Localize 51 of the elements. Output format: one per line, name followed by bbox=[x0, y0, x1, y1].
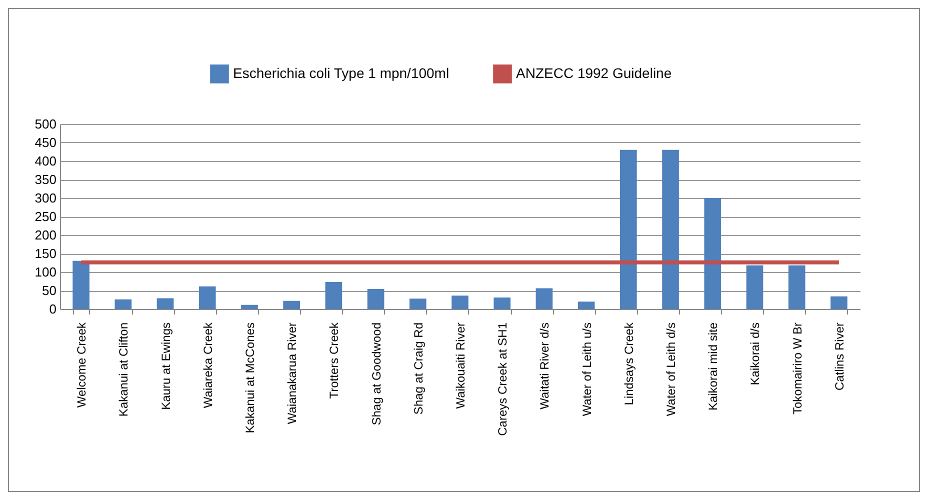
bar bbox=[494, 298, 511, 309]
y-tick-label: 400 bbox=[34, 154, 56, 168]
y-tick-label: 0 bbox=[49, 302, 56, 316]
x-tick-label: Lindsays Creek bbox=[622, 322, 636, 406]
x-tick-label: Tokomairiro W Br bbox=[790, 322, 804, 415]
x-tick-label: Kakanui at McCones bbox=[242, 322, 257, 434]
y-tick-label: 500 bbox=[34, 116, 56, 132]
y-tick-label: 100 bbox=[34, 264, 56, 280]
y-tick-label: 350 bbox=[34, 172, 56, 187]
y-tick-label: 300 bbox=[34, 190, 56, 206]
x-tick-label: Water of Leith u/s bbox=[580, 322, 594, 416]
x-tick-label: Trotters Creek bbox=[327, 322, 342, 399]
x-tick-label: Waitati River d/s bbox=[538, 322, 552, 410]
bar bbox=[830, 296, 848, 309]
x-tick-label: Kaikorai mid site bbox=[706, 322, 720, 411]
bar bbox=[578, 302, 595, 309]
legend-label: ANZECC 1992 Guideline bbox=[516, 64, 672, 81]
y-tick-label: 450 bbox=[34, 135, 56, 150]
y-tick-label: 200 bbox=[34, 228, 56, 242]
bar bbox=[704, 198, 722, 309]
bar bbox=[114, 299, 132, 309]
x-tick-label: Waiareka Creek bbox=[200, 322, 215, 408]
bar bbox=[788, 265, 806, 309]
bar bbox=[241, 304, 258, 309]
x-tick-label: Kauru at Ewings bbox=[158, 322, 173, 410]
bar bbox=[452, 296, 468, 309]
x-tick-label: Careys Creek at SH1 bbox=[496, 322, 510, 436]
x-tick-label: Shag at Goodwood bbox=[369, 322, 384, 426]
bar bbox=[620, 150, 637, 309]
x-tick-label: Kaikorai d/s bbox=[748, 322, 762, 386]
bar bbox=[283, 300, 300, 309]
bar bbox=[156, 298, 174, 309]
bar bbox=[325, 282, 342, 309]
y-tick-label: 150 bbox=[34, 246, 56, 261]
x-tick-label: Waikouaiti River bbox=[454, 322, 468, 409]
x-tick-label: Catlins River bbox=[832, 322, 846, 391]
bar bbox=[662, 150, 679, 309]
bar bbox=[409, 298, 426, 309]
bar bbox=[746, 265, 764, 309]
bar bbox=[367, 289, 384, 309]
x-tick-label: Shag at Craig Rd bbox=[411, 322, 426, 415]
y-tick-label: 250 bbox=[34, 209, 56, 224]
bar bbox=[72, 260, 90, 309]
bar bbox=[536, 288, 553, 309]
legend-label: Escherichia coli Type 1 mpn/100ml bbox=[233, 64, 450, 81]
x-tick-label: Waianakarua River bbox=[285, 322, 300, 424]
x-tick-label: Kakanui at Clifton bbox=[116, 322, 131, 417]
y-tick-label: 50 bbox=[42, 283, 56, 298]
x-tick-label: Welcome Creek bbox=[74, 322, 89, 408]
x-tick-label: Water of Leith d/s bbox=[664, 322, 678, 416]
bar bbox=[198, 286, 216, 309]
